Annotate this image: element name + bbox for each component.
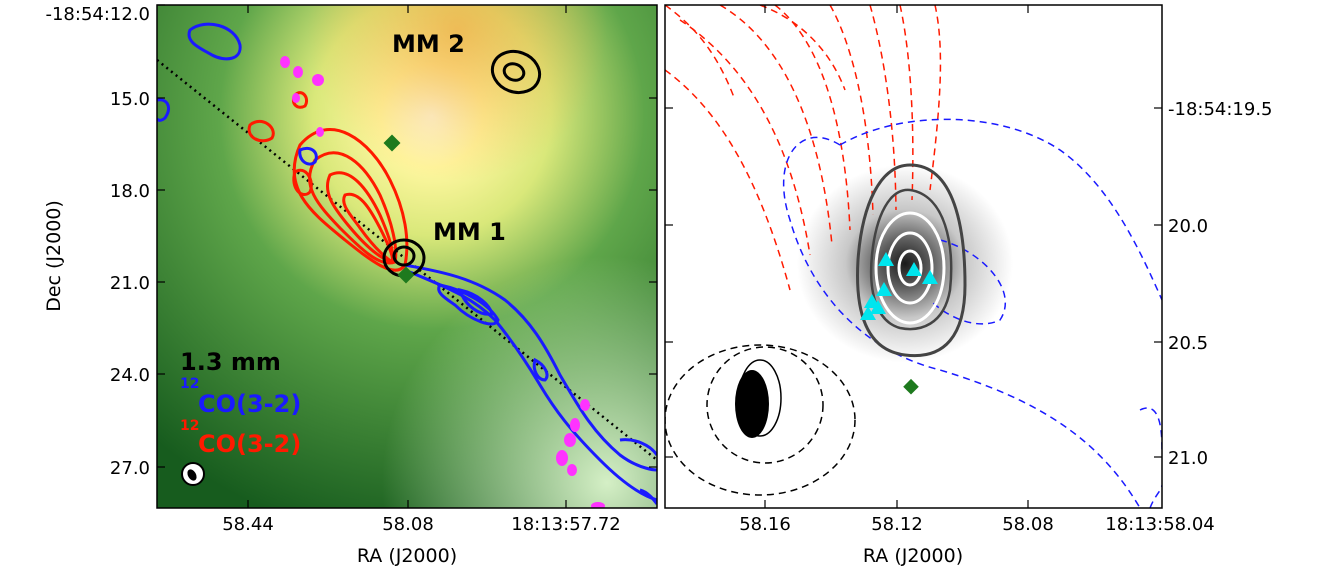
right-gray-contour — [856, 163, 967, 358]
right-xtick-3: 18:13:58.04 — [1105, 514, 1214, 535]
left-panel: MM 2 MM 1 1.3 mm 12 CO(3-2) 12 CO(3-2) — [157, 5, 657, 508]
left-tick-marks — [157, 4, 657, 508]
left-ytick-2: 18.0 — [110, 181, 150, 202]
red-contours — [247, 91, 409, 272]
green-markers — [383, 134, 415, 284]
right-beams — [665, 344, 856, 496]
right-xtick-0: 58.16 — [739, 514, 791, 535]
left-ytick-3: 21.0 — [110, 273, 150, 294]
left-yaxis-title: Dec (J2000) — [43, 200, 65, 312]
right-xtick-1: 58.12 — [871, 514, 923, 535]
right-ytick-2: 20.5 — [1168, 333, 1208, 354]
legend-mm: 1.3 mm — [180, 348, 281, 376]
right-white-contours — [874, 211, 946, 325]
legend-red-text: CO(3-2) — [198, 430, 301, 458]
maser-spots — [280, 56, 605, 508]
left-ytick-1: 15.0 — [110, 89, 150, 110]
right-grayscale-image — [785, 158, 1025, 378]
left-xaxis-title: RA (J2000) — [357, 545, 457, 567]
right-xtick-2: 58.08 — [1002, 514, 1054, 535]
right-xaxis-title: RA (J2000) — [863, 545, 963, 567]
left-ytick-0: -18:54:12.0 — [45, 4, 150, 25]
right-panel — [665, 5, 1162, 508]
left-xtick-0: 58.44 — [222, 514, 274, 535]
right-tick-marks — [665, 5, 1162, 508]
left-xtick-2: 18:13:57.72 — [511, 514, 620, 535]
right-triangles — [860, 252, 938, 320]
left-ytick-5: 27.0 — [110, 458, 150, 479]
left-xtick-1: 58.08 — [382, 514, 434, 535]
legend-blue-text: CO(3-2) — [198, 390, 301, 418]
right-red-contours — [665, 5, 942, 291]
label-mm2: MM 2 — [392, 30, 465, 58]
left-beam — [181, 462, 205, 486]
blue-contours — [157, 22, 657, 505]
left-ytick-4: 24.0 — [110, 365, 150, 386]
legend-blue-sup: 12 — [180, 376, 199, 392]
right-panel-frame — [664, 4, 1163, 509]
right-green-marker — [903, 378, 919, 395]
legend-red-sup: 12 — [180, 418, 199, 434]
left-panel-frame — [156, 4, 658, 509]
right-ytick-0: -18:54:19.5 — [1168, 99, 1273, 120]
right-ytick-1: 20.0 — [1168, 216, 1208, 237]
right-ytick-3: 21.0 — [1168, 448, 1208, 469]
label-mm1: MM 1 — [433, 218, 506, 246]
